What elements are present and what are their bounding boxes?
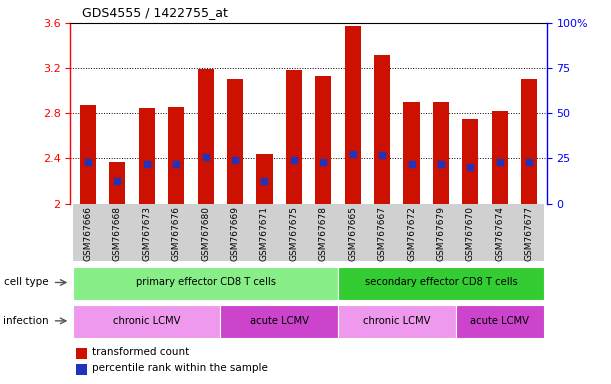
Text: transformed count: transformed count <box>92 347 189 357</box>
Bar <box>221 305 338 338</box>
Bar <box>161 204 191 261</box>
Point <box>230 156 240 162</box>
Bar <box>456 204 485 261</box>
Text: GSM767669: GSM767669 <box>230 207 240 262</box>
Bar <box>514 204 544 261</box>
Bar <box>109 162 125 204</box>
Bar <box>227 79 243 204</box>
Text: GSM767673: GSM767673 <box>142 207 152 262</box>
Bar <box>338 204 367 261</box>
Point <box>171 161 181 167</box>
Point <box>436 161 446 167</box>
Text: chronic LCMV: chronic LCMV <box>113 316 180 326</box>
Bar <box>257 154 273 204</box>
Text: GSM767680: GSM767680 <box>201 207 210 262</box>
Bar <box>221 204 250 261</box>
Point <box>318 159 328 165</box>
Text: GSM767670: GSM767670 <box>466 207 475 262</box>
Point <box>407 161 417 167</box>
Text: GSM767678: GSM767678 <box>319 207 327 262</box>
Point <box>260 178 269 184</box>
Bar <box>374 55 390 204</box>
Bar <box>492 111 508 204</box>
Text: acute LCMV: acute LCMV <box>470 316 529 326</box>
Bar <box>132 204 161 261</box>
Bar <box>103 204 132 261</box>
Text: percentile rank within the sample: percentile rank within the sample <box>92 363 268 373</box>
Point <box>348 151 357 157</box>
Text: chronic LCMV: chronic LCMV <box>363 316 431 326</box>
Bar <box>485 204 514 261</box>
Text: GSM767675: GSM767675 <box>290 207 298 262</box>
Bar <box>73 204 103 261</box>
Bar <box>80 105 96 204</box>
Bar <box>456 305 544 338</box>
Bar <box>397 204 426 261</box>
Bar <box>197 69 214 204</box>
Bar <box>168 106 185 204</box>
Point <box>377 152 387 158</box>
Bar <box>426 204 456 261</box>
Text: GSM767666: GSM767666 <box>84 207 92 262</box>
Text: GSM767674: GSM767674 <box>496 207 504 261</box>
Bar <box>279 204 309 261</box>
Bar <box>338 305 456 338</box>
Bar <box>521 79 537 204</box>
Point <box>289 156 299 162</box>
Bar <box>403 102 420 204</box>
Text: acute LCMV: acute LCMV <box>250 316 309 326</box>
Bar <box>73 267 338 300</box>
Bar <box>433 102 449 204</box>
Point <box>112 178 122 184</box>
Text: cell type: cell type <box>4 278 48 288</box>
Bar <box>309 204 338 261</box>
Point <box>524 159 534 165</box>
Bar <box>463 119 478 204</box>
Text: infection: infection <box>2 316 48 326</box>
Bar <box>191 204 221 261</box>
Bar <box>338 267 544 300</box>
Bar <box>139 108 155 204</box>
Point <box>466 164 475 170</box>
Text: GSM767667: GSM767667 <box>378 207 387 262</box>
Text: GDS4555 / 1422755_at: GDS4555 / 1422755_at <box>82 6 229 19</box>
Point <box>142 161 152 167</box>
Bar <box>250 204 279 261</box>
Text: GSM767671: GSM767671 <box>260 207 269 262</box>
Bar <box>286 70 302 204</box>
Text: GSM767665: GSM767665 <box>348 207 357 262</box>
Text: GSM767668: GSM767668 <box>113 207 122 262</box>
Bar <box>73 305 221 338</box>
Point <box>83 159 93 165</box>
Point <box>495 159 505 165</box>
Text: GSM767679: GSM767679 <box>436 207 445 262</box>
Bar <box>367 204 397 261</box>
Point <box>200 154 210 161</box>
Text: GSM767672: GSM767672 <box>407 207 416 261</box>
Text: GSM767676: GSM767676 <box>172 207 181 262</box>
Text: secondary effector CD8 T cells: secondary effector CD8 T cells <box>365 278 518 288</box>
Bar <box>315 76 331 204</box>
Bar <box>345 26 360 204</box>
Text: primary effector CD8 T cells: primary effector CD8 T cells <box>136 278 276 288</box>
Text: GSM767677: GSM767677 <box>525 207 533 262</box>
